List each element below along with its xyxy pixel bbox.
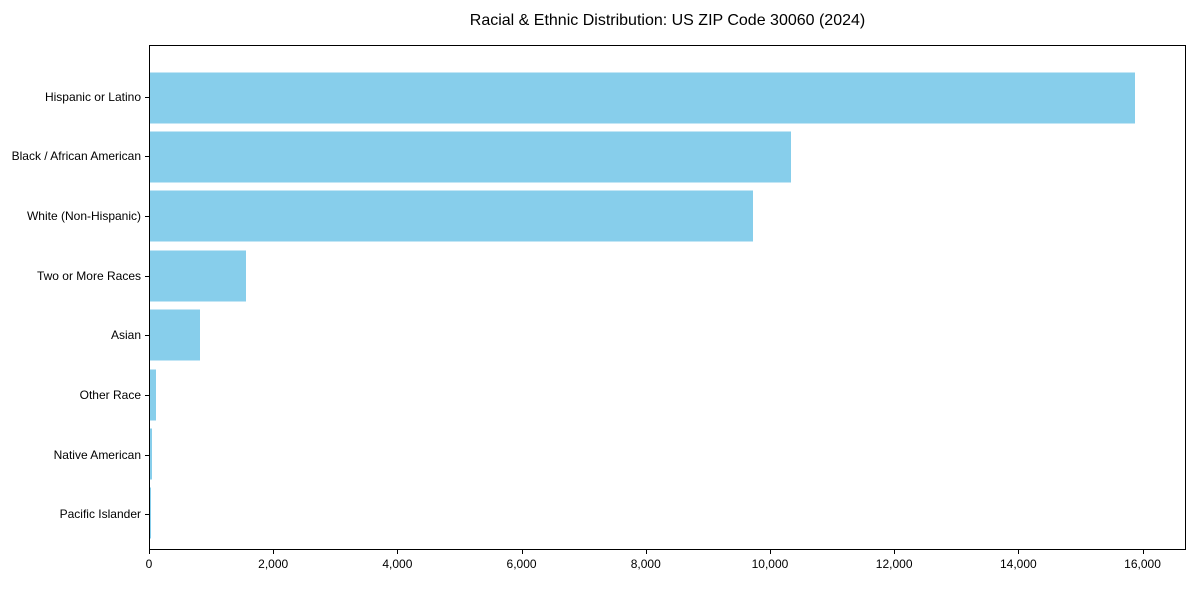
x-tick-mark — [769, 550, 771, 554]
bar — [150, 72, 1136, 124]
x-tick-mark — [1142, 550, 1144, 554]
bar-row — [150, 484, 1185, 543]
x-tick-label: 10,000 — [751, 557, 789, 571]
bar-row — [150, 127, 1185, 186]
x-tick-mark — [149, 550, 150, 554]
y-tick-mark — [145, 216, 149, 218]
x-tick-label: 4,000 — [382, 557, 413, 571]
bar-row — [150, 365, 1185, 424]
y-tick-mark — [145, 514, 149, 516]
bar — [150, 190, 754, 242]
bar — [150, 131, 791, 183]
x-tick-label: 14,000 — [999, 557, 1037, 571]
y-tick-mark — [145, 275, 149, 277]
x-tick-mark — [1018, 550, 1020, 554]
x-tick-mark — [397, 550, 399, 554]
y-tick-label: Native American — [53, 447, 141, 462]
y-tick-label: Black / African American — [11, 149, 141, 164]
x-tick-label: 6,000 — [506, 557, 537, 571]
x-tick-mark — [273, 550, 275, 554]
bar-row — [150, 424, 1185, 483]
y-tick-mark — [145, 156, 149, 158]
x-tick-mark — [521, 550, 523, 554]
y-tick-label: Two or More Races — [36, 268, 141, 283]
bar-row — [150, 187, 1185, 246]
x-tick-label: 0 — [145, 557, 153, 571]
chart-title: Racial & Ethnic Distribution: US ZIP Cod… — [469, 12, 866, 29]
x-tick-label: 12,000 — [875, 557, 913, 571]
y-tick-label: Hispanic or Latino — [44, 89, 141, 104]
y-axis-labels: Hispanic or Latino Black / African Americ… — [0, 45, 141, 550]
y-tick-label: Asian — [110, 328, 141, 343]
x-tick-mark — [894, 550, 896, 554]
y-tick-mark — [145, 394, 149, 396]
x-tick-label: 8,000 — [630, 557, 661, 571]
y-tick-mark — [145, 454, 149, 456]
y-tick-label: Pacific Islander — [59, 507, 141, 522]
y-tick-mark — [145, 96, 149, 98]
bar-rows — [150, 46, 1185, 549]
bar-row — [150, 68, 1185, 127]
x-tick-label: 16,000 — [1124, 557, 1161, 571]
y-tick-label: Other Race — [79, 387, 141, 402]
y-tick-mark — [145, 335, 149, 337]
bar — [150, 428, 152, 480]
bar — [150, 487, 151, 539]
bar-row — [150, 306, 1185, 365]
bar — [150, 369, 157, 421]
bar-row — [150, 246, 1185, 305]
x-tick-mark — [645, 550, 647, 554]
x-tick-label: 2,000 — [258, 557, 289, 571]
bar — [150, 250, 247, 302]
plot-area — [149, 45, 1186, 550]
bar — [150, 309, 200, 361]
y-tick-label: White (Non-Hispanic) — [26, 209, 141, 224]
